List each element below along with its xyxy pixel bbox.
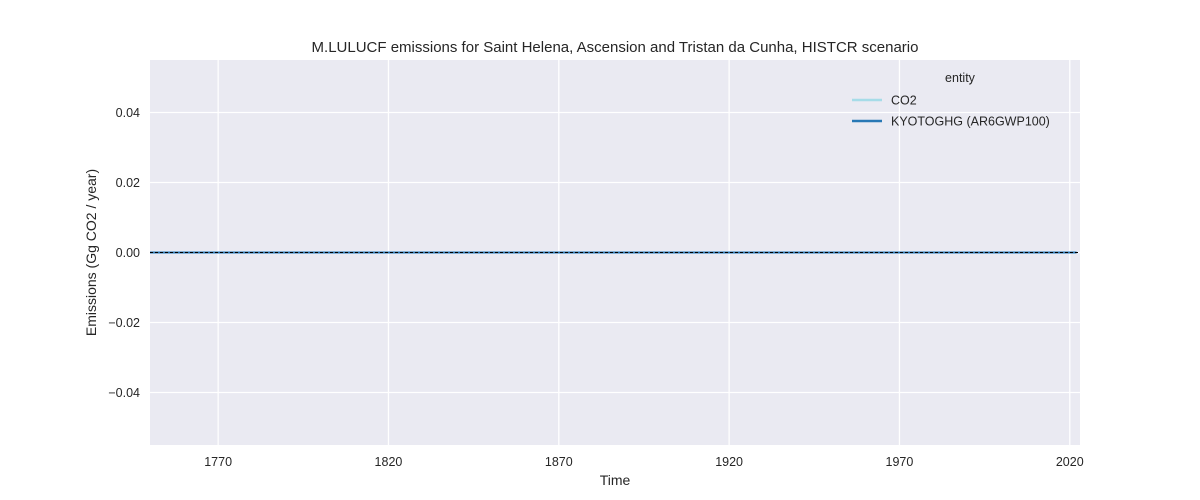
- y-tick-label: 0.04: [116, 106, 140, 120]
- chart-title: M.LULUCF emissions for Saint Helena, Asc…: [312, 39, 919, 56]
- x-tick-label: 2020: [1056, 455, 1084, 469]
- x-tick-label: 1770: [204, 455, 232, 469]
- x-tick-label: 1820: [375, 455, 403, 469]
- x-tick-label: 1870: [545, 455, 573, 469]
- y-tick-labels: −0.04 −0.02 0.00 0.02 0.04: [108, 106, 140, 400]
- y-tick-label: 0.00: [116, 246, 140, 260]
- legend-title: entity: [945, 71, 976, 85]
- y-tick-label: −0.02: [108, 316, 140, 330]
- x-tick-label: 1970: [886, 455, 914, 469]
- legend-label: CO2: [891, 94, 917, 108]
- x-tick-labels: 1770 1820 1870 1920 1970 2020: [204, 455, 1084, 469]
- legend: entity CO2 KYOTOGHG (AR6GWP100): [852, 71, 1050, 129]
- legend-label: KYOTOGHG (AR6GWP100): [891, 115, 1050, 129]
- y-tick-label: 0.02: [116, 176, 140, 190]
- x-axis-label: Time: [600, 472, 631, 488]
- y-axis-label: Emissions (Gg CO2 / year): [83, 169, 99, 336]
- x-tick-label: 1920: [715, 455, 743, 469]
- y-tick-label: −0.04: [108, 386, 140, 400]
